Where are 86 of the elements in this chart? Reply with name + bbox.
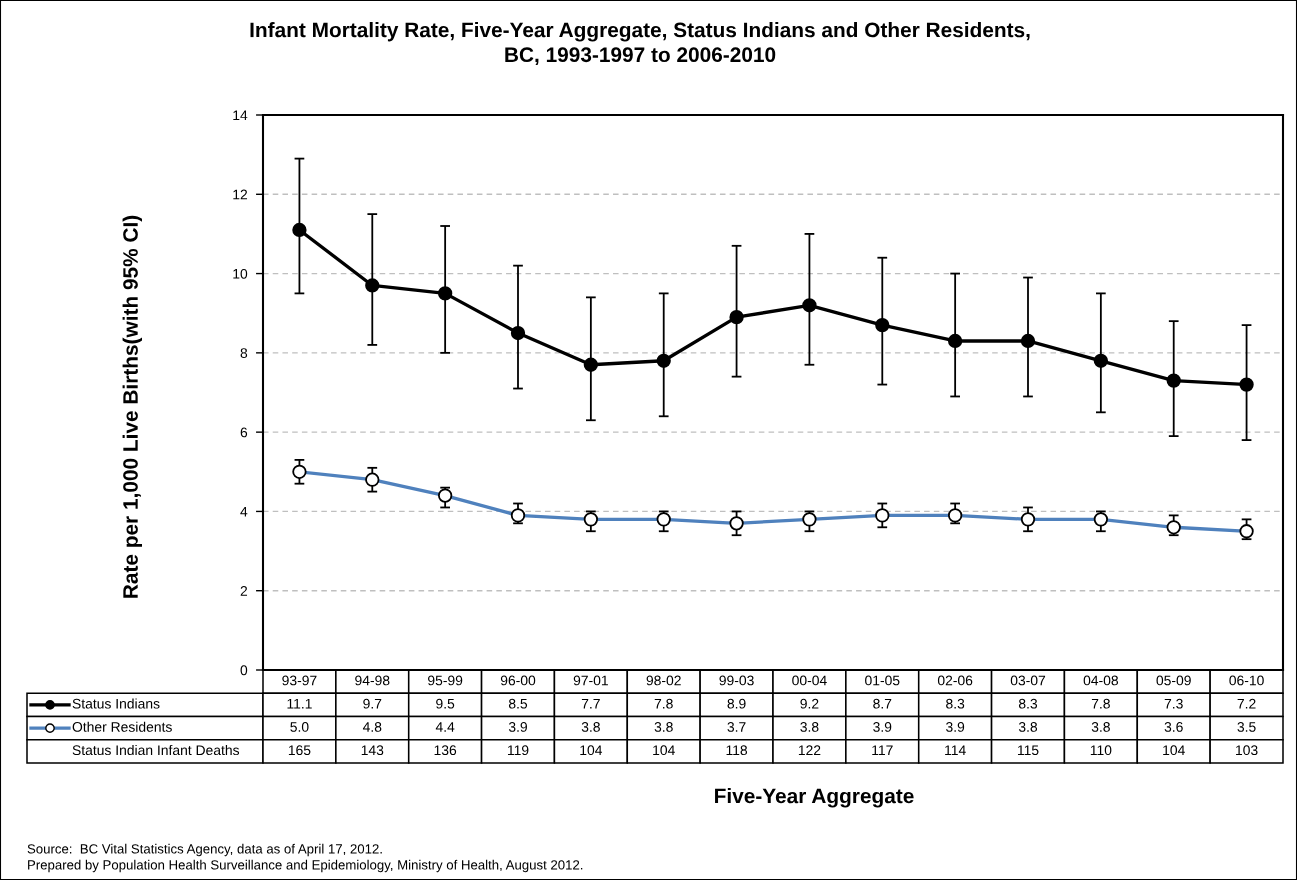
point <box>802 298 817 313</box>
y-tick-label: 4 <box>240 506 248 517</box>
y-tick-label: 6 <box>240 427 248 438</box>
data-label: 11.1 <box>287 698 312 709</box>
text: Prepared by Population Health Surveillance and Epidemiology, Ministry of Health, August 2012. <box>28 859 583 873</box>
data-label: 3.6 <box>1164 722 1183 732</box>
y-tick-label: 10 <box>233 268 248 279</box>
x-tick-label: 94-98 <box>355 675 390 686</box>
data-label: 143 <box>361 745 384 756</box>
data-label: 7.7 <box>581 698 600 709</box>
x-tick-label: 05-09 <box>1156 675 1191 686</box>
x-tick-label: 99-03 <box>719 675 754 686</box>
data-label: 9.5 <box>436 698 455 709</box>
point <box>510 325 526 341</box>
source-note: Source: BC Vital Statistics Agency, data as of April 17, 2012. <box>27 843 382 857</box>
data-label: 5.0 <box>290 722 309 732</box>
data-label: 119 <box>507 745 529 756</box>
x-tick-label: 93-97 <box>282 675 317 686</box>
data-label: 3.5 <box>1237 722 1256 732</box>
x-tick-label: 04-08 <box>1083 675 1119 686</box>
point <box>729 310 744 325</box>
text: Status Indian Infant Deaths <box>72 744 240 756</box>
data-label: 115 <box>1017 745 1039 756</box>
data-label: 3.9 <box>873 722 892 732</box>
y-tick-label: 14 <box>233 110 248 121</box>
point <box>365 278 380 293</box>
data-label: 104 <box>1163 745 1185 756</box>
point <box>292 222 307 238</box>
data-label: 7.2 <box>1237 698 1256 709</box>
data-label: 4.4 <box>435 722 455 732</box>
data-label: 7.8 <box>1091 698 1110 709</box>
y-axis-title: Rate per 1,000 Live Births(with 95% CI) <box>122 215 142 598</box>
data-label: 3.8 <box>800 722 819 732</box>
point <box>1166 373 1181 388</box>
point <box>1020 333 1036 349</box>
x-tick-label: 95-99 <box>428 675 463 686</box>
chart-title: Infant Mortality Rate, Five-Year Aggregate, Status Indians and Other Residents, BC, 1993-1997 to 2006-2010 <box>250 22 1030 66</box>
data-label: 103 <box>1236 745 1258 756</box>
x-tick-label: 02-06 <box>937 675 973 686</box>
data-label: 3.8 <box>1091 722 1110 732</box>
y-tick-label: 12 <box>233 189 248 200</box>
x-tick-label: 97-01 <box>573 675 608 686</box>
point <box>875 317 890 333</box>
data-label: 8.3 <box>1018 698 1038 709</box>
data-label: 7.3 <box>1164 698 1183 709</box>
data-label: 117 <box>872 745 893 755</box>
data-label: 3.9 <box>508 722 527 732</box>
point <box>437 286 453 301</box>
data-label: 3.8 <box>581 722 600 732</box>
legend-label: Status Indians <box>72 698 160 709</box>
y-tick-label: 8 <box>240 348 248 359</box>
point <box>656 353 671 368</box>
data-label: 8.3 <box>946 698 965 709</box>
y-tick-label: 2 <box>240 586 248 596</box>
data-label: 8.7 <box>873 698 892 709</box>
x-tick-label: 00-04 <box>792 675 827 686</box>
x-tick-label: 06-10 <box>1229 675 1264 686</box>
x-tick-label: 98-02 <box>646 675 681 686</box>
data-label: 122 <box>798 745 821 755</box>
y-tick-label: 0 <box>240 665 248 676</box>
x-tick-label: 96-00 <box>500 675 536 686</box>
data-label: 3.9 <box>946 722 965 732</box>
data-label: 3.8 <box>1018 722 1038 732</box>
data-label: 165 <box>288 745 311 756</box>
point <box>947 333 963 349</box>
data-label: 136 <box>434 745 457 756</box>
point <box>1093 353 1109 368</box>
data-label: 104 <box>653 745 675 756</box>
data-label: 3.8 <box>654 722 673 732</box>
legend-label: Other Residents <box>72 721 172 732</box>
data-label: 8.5 <box>508 698 528 709</box>
x-tick-label: 01-05 <box>865 675 900 686</box>
data-label: 110 <box>1090 745 1112 756</box>
data-label: 114 <box>945 745 966 755</box>
data-label: 7.8 <box>654 698 673 709</box>
data-label: 3.7 <box>727 722 746 732</box>
x-tick-label: 03-07 <box>1010 675 1046 686</box>
data-label: 8.9 <box>727 698 746 709</box>
point <box>1239 377 1254 392</box>
data-label: 9.7 <box>363 698 382 709</box>
point <box>583 357 599 372</box>
data-label: 4.8 <box>362 722 382 732</box>
data-label: 104 <box>580 745 603 756</box>
data-label: 118 <box>726 745 748 756</box>
x-axis-title: Five-Year Aggregate <box>715 788 914 808</box>
data-label: 9.2 <box>800 698 819 709</box>
